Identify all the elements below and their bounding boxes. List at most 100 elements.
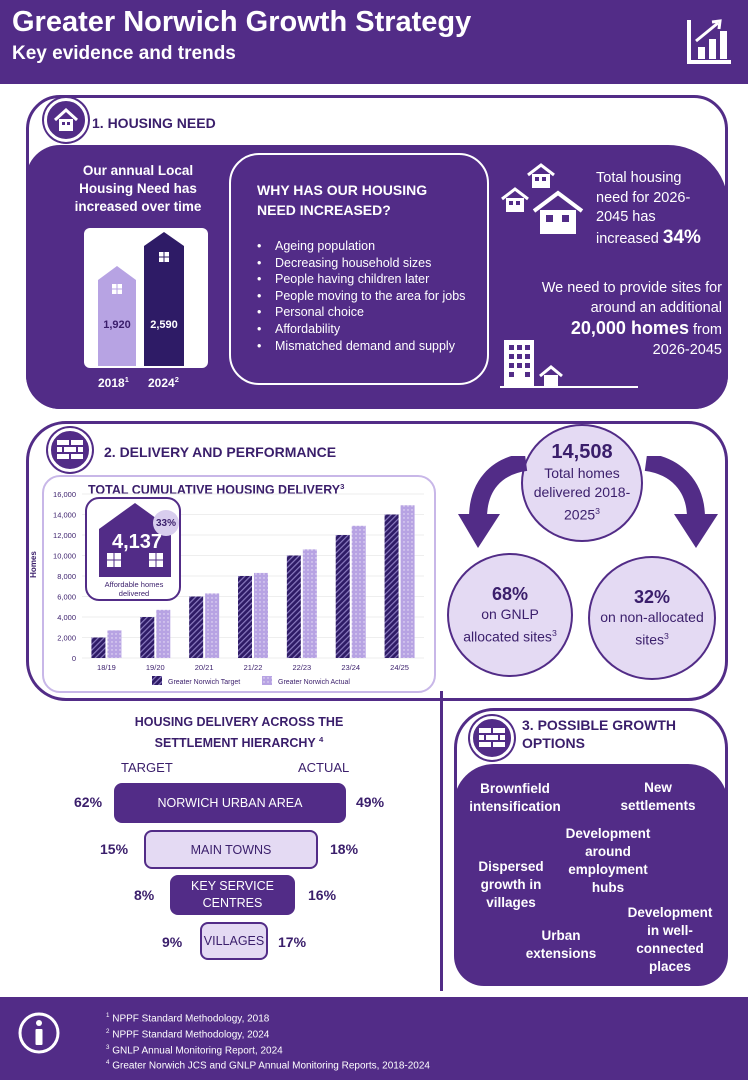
- tier-main-towns: MAIN TOWNS: [144, 830, 318, 869]
- footnote-item: 2 NPPF Standard Methodology, 2024: [106, 1027, 270, 1041]
- actual-label: ACTUAL: [298, 760, 350, 775]
- bar-2018: [98, 266, 136, 366]
- bar-target: [238, 576, 252, 658]
- bar-target: [335, 535, 350, 658]
- options-panel: [454, 764, 728, 986]
- option-brownfield: Brownfield intensification: [469, 781, 561, 814]
- brick-wall-icon: [48, 428, 92, 472]
- houses-icon: [501, 163, 584, 234]
- legend-label: Greater Norwich Target: [168, 679, 240, 686]
- house-icon: [44, 98, 88, 142]
- bar-actual: [107, 630, 122, 658]
- affordable-value: 4,137: [111, 531, 163, 553]
- bar-target: [384, 514, 399, 658]
- info-icon: [18, 1012, 60, 1054]
- total-delivered-label: Total homes delivered 2018-20253: [533, 465, 631, 523]
- affordable-pct: 33%: [153, 510, 179, 536]
- x-tick-label: 18/19: [97, 663, 116, 672]
- housing-need-title: 1. HOUSING NEED: [92, 115, 216, 131]
- y-tick-label: 4,000: [57, 613, 76, 622]
- option-new-settlements: New settlements: [620, 780, 696, 813]
- y-tick-label: 0: [72, 654, 76, 663]
- y-tick-label: 14,000: [53, 511, 76, 520]
- reason-item: People moving to the area for jobs: [255, 288, 483, 305]
- bar-chart-growth-icon: [687, 19, 731, 64]
- why-title: WHY HAS OUR HOUSING NEED INCREASED?: [257, 182, 428, 218]
- affordable-label: Affordable homes delivered: [104, 580, 164, 598]
- x-tick-label: 21/22: [244, 663, 263, 672]
- y-tick-label: 10,000: [53, 552, 76, 561]
- tier-4-target: 9%: [162, 934, 183, 950]
- y-tick-label: 2,000: [57, 634, 76, 643]
- footnote-item: 1 NPPF Standard Methodology, 2018: [106, 1012, 270, 1025]
- bar-actual: [302, 549, 317, 658]
- reason-item: Ageing population: [255, 238, 483, 255]
- bar-2018-year: 20181: [98, 375, 129, 390]
- option-urban-extensions: Urban extensions: [525, 928, 597, 961]
- footnotes: 1 NPPF Standard Methodology, 2018 2 NPPF …: [106, 1010, 430, 1073]
- reason-item: Decreasing household sizes: [255, 255, 483, 272]
- sites-text: We need to provide sites for around an a…: [541, 280, 722, 358]
- target-label: TARGET: [121, 760, 173, 775]
- chart-ylabel: Homes: [28, 551, 38, 578]
- y-tick-label: 6,000: [57, 593, 76, 602]
- x-tick-label: 20/21: [195, 663, 214, 672]
- apartment-building-icon: [500, 340, 638, 388]
- options-title: 3. POSSIBLE GROWTH OPTIONS: [522, 717, 677, 751]
- bar-2024-value: 2,590: [150, 319, 178, 331]
- nonallocated-circle: 32% on non-allocated sites3: [588, 556, 716, 680]
- cumulative-delivery-chart: 0 2,000 4,000 6,000 8,000 10,000 12,000 14,000 1…: [53, 490, 424, 686]
- tier-2-actual: 18%: [330, 841, 359, 857]
- bar-actual: [254, 572, 268, 658]
- tier-4-actual: 17%: [278, 934, 307, 950]
- option-well-connected: Development in well-connected places: [627, 905, 713, 974]
- tier-1-actual: 49%: [356, 794, 385, 810]
- x-tick-label: 23/24: [341, 663, 360, 672]
- allocated-label: on GNLP allocated sites3: [463, 605, 557, 645]
- reasons-list: Ageing populationDecreasing household si…: [255, 238, 483, 354]
- tier-villages: VILLAGES: [200, 922, 268, 960]
- footnote-item: 3 GNLP Annual Monitoring Report, 2024: [106, 1043, 283, 1056]
- bar-actual: [400, 505, 415, 658]
- reason-item: Affordability: [255, 321, 483, 338]
- bar-target: [140, 617, 155, 658]
- footnote-item: 4 Greater Norwich JCS and GNLP Annual Mo…: [106, 1059, 430, 1072]
- bar-target: [286, 555, 301, 658]
- bar-target: [189, 596, 204, 658]
- option-employment-hubs: Development around employment hubs: [565, 826, 651, 895]
- total-delivered-circle: 14,508 Total homes delivered 2018-20253: [521, 424, 643, 542]
- tier-norwich-urban-area: NORWICH URBAN AREA: [114, 783, 346, 823]
- option-dispersed-growth: Dispersed growth in villages: [478, 859, 544, 910]
- tier-3-target: 8%: [134, 887, 155, 903]
- legend-swatch: [152, 676, 162, 685]
- curved-arrow-icon: [458, 456, 528, 548]
- bar-2018-value: 1,920: [103, 319, 131, 331]
- bar-actual: [156, 609, 171, 658]
- x-tick-label: 24/25: [390, 663, 409, 672]
- delivery-title: 2. DELIVERY AND PERFORMANCE: [104, 444, 337, 460]
- allocated-circle: 68% on GNLP allocated sites3: [447, 553, 573, 677]
- brick-wall-icon: [470, 716, 514, 760]
- y-tick-label: 8,000: [57, 572, 76, 581]
- page-title: Greater Norwich Growth Strategy: [12, 6, 472, 38]
- y-tick-label: 12,000: [53, 531, 76, 540]
- footer: [0, 997, 748, 1080]
- reason-item: Personal choice: [255, 304, 483, 321]
- legend-swatch: [262, 676, 272, 685]
- tier-1-target: 62%: [74, 794, 103, 810]
- legend-label: Greater Norwich Actual: [278, 679, 350, 686]
- x-tick-label: 22/23: [292, 663, 311, 672]
- why-box: [229, 153, 489, 385]
- page-header: [0, 0, 748, 84]
- curved-arrow-icon: [644, 456, 718, 548]
- hierarchy-title: HOUSING DELIVERY ACROSS THE SETTLEMENT H…: [134, 715, 344, 751]
- allocated-pct: 68%: [491, 583, 529, 604]
- total-delivered-value: 14,508: [551, 441, 613, 464]
- total-need-text: Total housing need for 2026-2045 has inc…: [596, 170, 701, 248]
- tier-3-actual: 16%: [308, 887, 337, 903]
- reason-item: People having children later: [255, 271, 483, 288]
- reason-item: Mismatched demand and supply: [255, 338, 483, 355]
- nonallocated-label: on non-allocated sites3: [600, 608, 704, 648]
- bar-2024: [144, 232, 184, 366]
- bar-actual: [205, 593, 220, 658]
